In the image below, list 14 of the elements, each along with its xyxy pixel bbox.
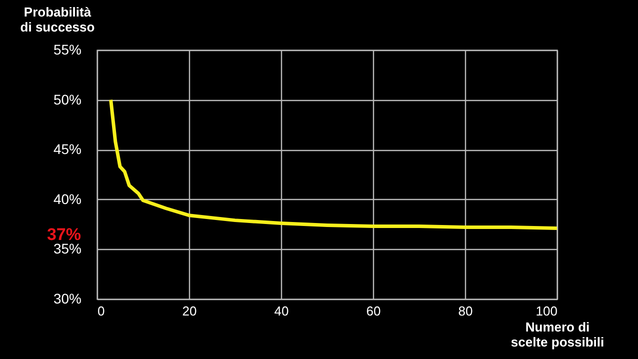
x-tick-label: 100 — [536, 304, 558, 318]
y-tick-label: 55% — [53, 42, 82, 58]
y-tick-label: 40% — [53, 190, 82, 207]
x-tick-label: 40 — [274, 304, 289, 318]
x-axis-title: Numero di scelte possibili — [510, 320, 604, 350]
x-tick-label: 0 — [98, 304, 105, 318]
x-tick-label: 80 — [458, 304, 473, 318]
y-axis-title: Probabilità di successo — [20, 4, 95, 34]
y-tick-label: 30% — [53, 290, 82, 306]
x-tick-label: 20 — [182, 304, 197, 318]
line-series — [109, 98, 557, 230]
y-tick-label: 50% — [53, 91, 82, 108]
y-tick-label: 45% — [53, 141, 82, 158]
x-tick-label: 60 — [366, 304, 381, 318]
